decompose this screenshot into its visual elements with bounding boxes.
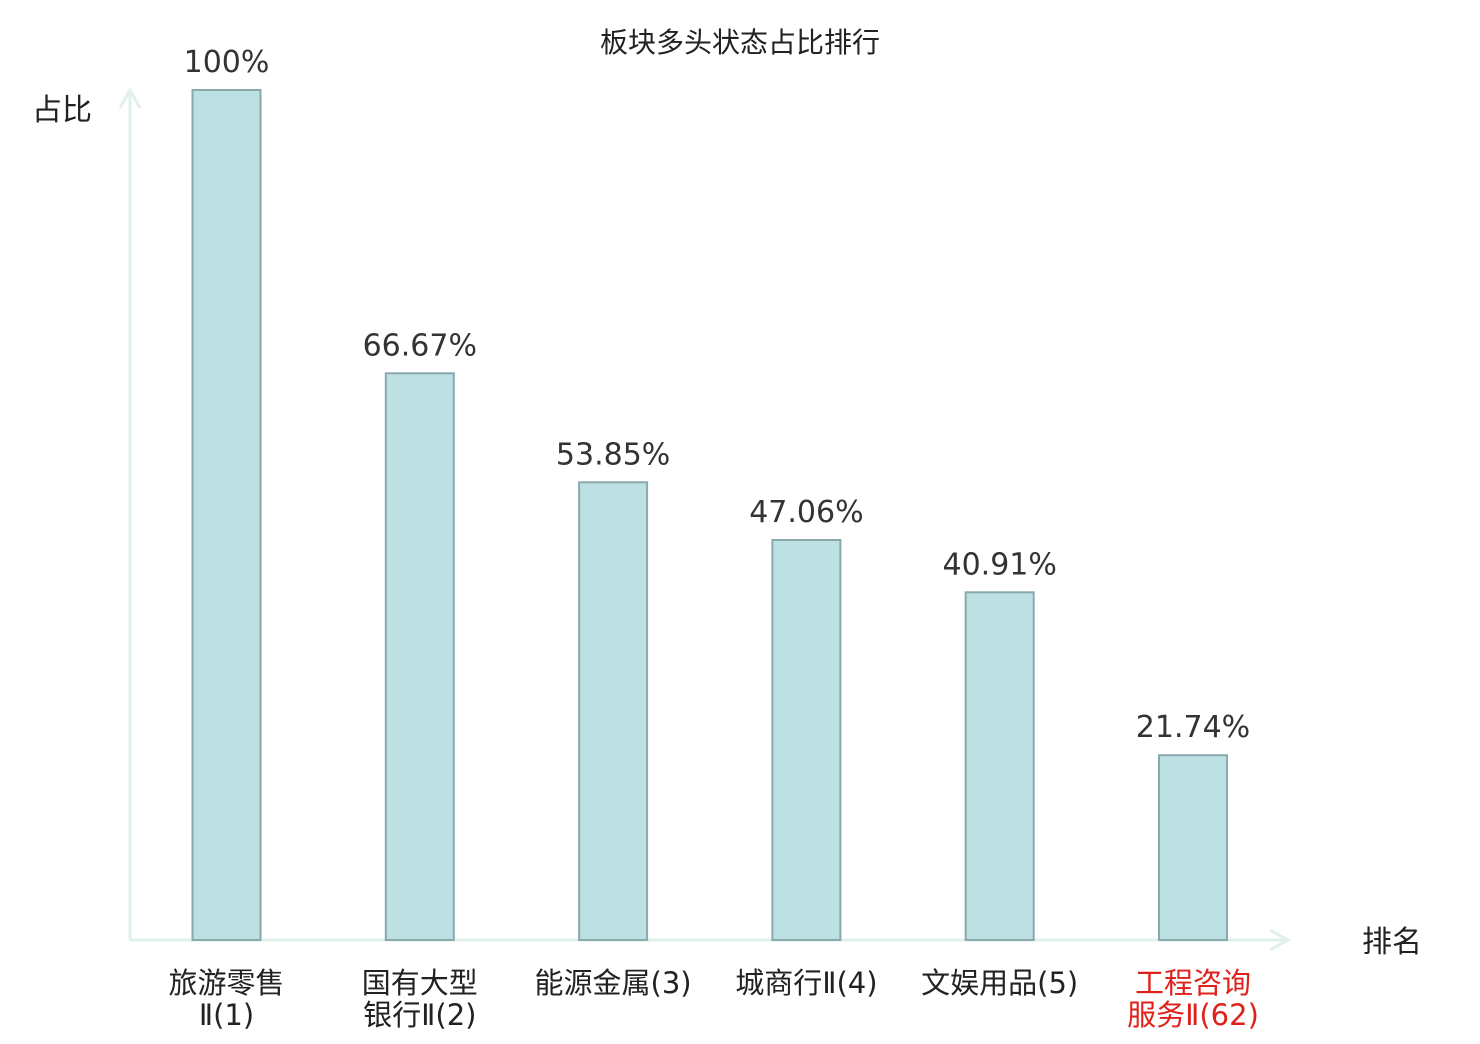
x-tick-label-1-line-1: 旅游零售 — [168, 966, 284, 1000]
y-axis-label: 占比 — [32, 93, 92, 128]
data-label-1: 100% — [184, 45, 270, 80]
data-label-5: 40.91% — [943, 547, 1057, 582]
bar-2 — [384, 372, 455, 941]
data-label-2: 66.67% — [363, 328, 477, 363]
x-tick-label-2-line-1: 国有大型 — [362, 966, 478, 1000]
x-tick-label-1-line-2: Ⅱ(1) — [199, 998, 254, 1032]
bar-5 — [964, 591, 1035, 941]
x-axis-label: 排名 — [1362, 925, 1422, 960]
data-label-4: 47.06% — [749, 495, 863, 530]
x-tick-label-3-line-1: 能源金属(3) — [535, 966, 692, 1000]
bar-4 — [771, 539, 842, 941]
bar-3 — [578, 481, 649, 941]
x-tick-label-4-line-1: 城商行Ⅱ(4) — [735, 966, 877, 1000]
bar-1 — [191, 89, 262, 941]
x-tick-label-2-line-2: 银行Ⅱ(2) — [363, 998, 476, 1032]
bar-6 — [1158, 754, 1228, 942]
x-axis-arrow-icon — [1269, 928, 1292, 952]
data-label-6: 21.74% — [1136, 710, 1250, 745]
x-tick-label-5-line-1: 文娱用品(5) — [921, 966, 1078, 1000]
x-tick-label-6-line-1: 工程咨询 — [1135, 966, 1251, 1000]
chart-title: 板块多头状态占比排行 — [600, 26, 880, 59]
data-label-3: 53.85% — [556, 437, 670, 472]
y-axis-arrow-icon — [118, 86, 142, 109]
x-tick-label-6-line-2: 服务Ⅱ(62) — [1127, 998, 1259, 1032]
